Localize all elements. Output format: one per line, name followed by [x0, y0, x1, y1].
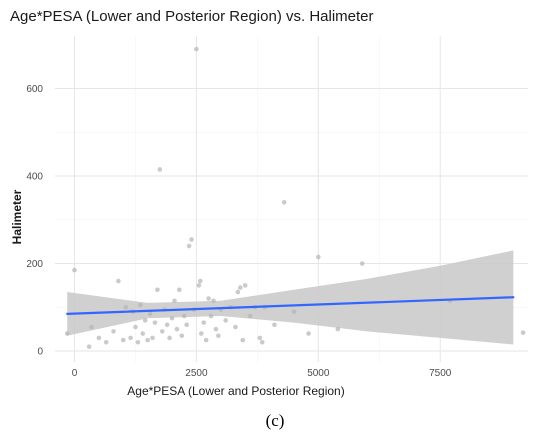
data-point: [259, 340, 265, 345]
data-point: [257, 335, 263, 341]
data-point: [194, 46, 199, 52]
data-point: [155, 287, 160, 293]
confidence-band-layer: [67, 250, 514, 345]
x-tick-label: 2500: [185, 368, 208, 379]
data-point: [316, 254, 321, 260]
data-point: [89, 324, 94, 330]
data-point: [174, 326, 180, 332]
data-point: [203, 337, 209, 343]
data-point: [306, 331, 311, 336]
data-point: [116, 278, 121, 284]
data-point: [152, 320, 158, 325]
data-point: [96, 335, 102, 341]
y-tick-label: 0: [37, 347, 43, 358]
regression-line: [66, 296, 515, 315]
data-point: [123, 305, 129, 310]
data-point: [211, 298, 216, 304]
data-point: [64, 331, 70, 336]
tick-labels: 0 2500 5000 7500 0 200 400 600: [26, 84, 451, 379]
data-point: [157, 167, 163, 172]
x-axis-title: Age*PESA (Lower and Posterior Region): [127, 384, 344, 398]
data-point: [142, 318, 148, 323]
data-point: [235, 289, 241, 295]
data-point: [189, 237, 194, 242]
data-point: [145, 337, 150, 343]
data-point: [159, 329, 165, 334]
data-point: [128, 335, 133, 341]
chart-title: Age*PESA (Lower and Posterior Region) vs…: [10, 8, 374, 25]
data-point: [233, 324, 238, 330]
y-tick-label: 200: [26, 259, 43, 270]
data-point: [196, 283, 202, 288]
data-point: [213, 326, 219, 332]
data-point: [184, 322, 189, 328]
data-point: [335, 326, 341, 332]
data-point: [147, 311, 153, 317]
data-point: [138, 302, 143, 308]
data-point: [72, 267, 77, 273]
data-point: [198, 278, 203, 284]
data-point: [291, 309, 297, 314]
data-point: [135, 340, 141, 345]
data-point: [120, 337, 126, 343]
data-point: [164, 322, 170, 328]
panel-label: (c): [265, 411, 285, 430]
data-point: [172, 298, 177, 304]
data-points: [64, 46, 526, 349]
data-point: [167, 335, 172, 341]
data-point: [103, 340, 109, 345]
data-point: [240, 337, 246, 343]
confidence-band: [67, 250, 514, 345]
data-point: [198, 331, 204, 336]
x-tick-label: 7500: [429, 368, 452, 379]
data-point: [281, 199, 287, 205]
y-tick-label: 400: [26, 172, 43, 183]
data-point: [133, 324, 138, 330]
data-point: [272, 322, 277, 328]
data-point: [359, 261, 365, 266]
data-point: [520, 330, 526, 335]
y-axis-title: Halimeter: [10, 189, 24, 244]
data-point: [216, 333, 221, 339]
data-point: [247, 313, 253, 319]
x-tick-label: 0: [72, 368, 78, 379]
data-point: [186, 243, 192, 249]
data-point: [111, 329, 116, 334]
data-point: [86, 344, 92, 349]
data-point: [242, 283, 248, 288]
fit-line-layer: [66, 296, 515, 315]
data-point: [206, 296, 211, 301]
data-point: [177, 287, 182, 293]
data-point: [179, 333, 185, 339]
data-point: [237, 285, 243, 290]
data-point: [150, 335, 155, 341]
data-point: [140, 331, 146, 336]
data-point: [169, 315, 175, 321]
data-point: [181, 313, 187, 319]
data-point: [223, 318, 228, 323]
x-tick-label: 5000: [307, 368, 330, 379]
data-point: [208, 313, 214, 319]
y-tick-label: 600: [26, 84, 43, 95]
data-point: [201, 320, 207, 325]
